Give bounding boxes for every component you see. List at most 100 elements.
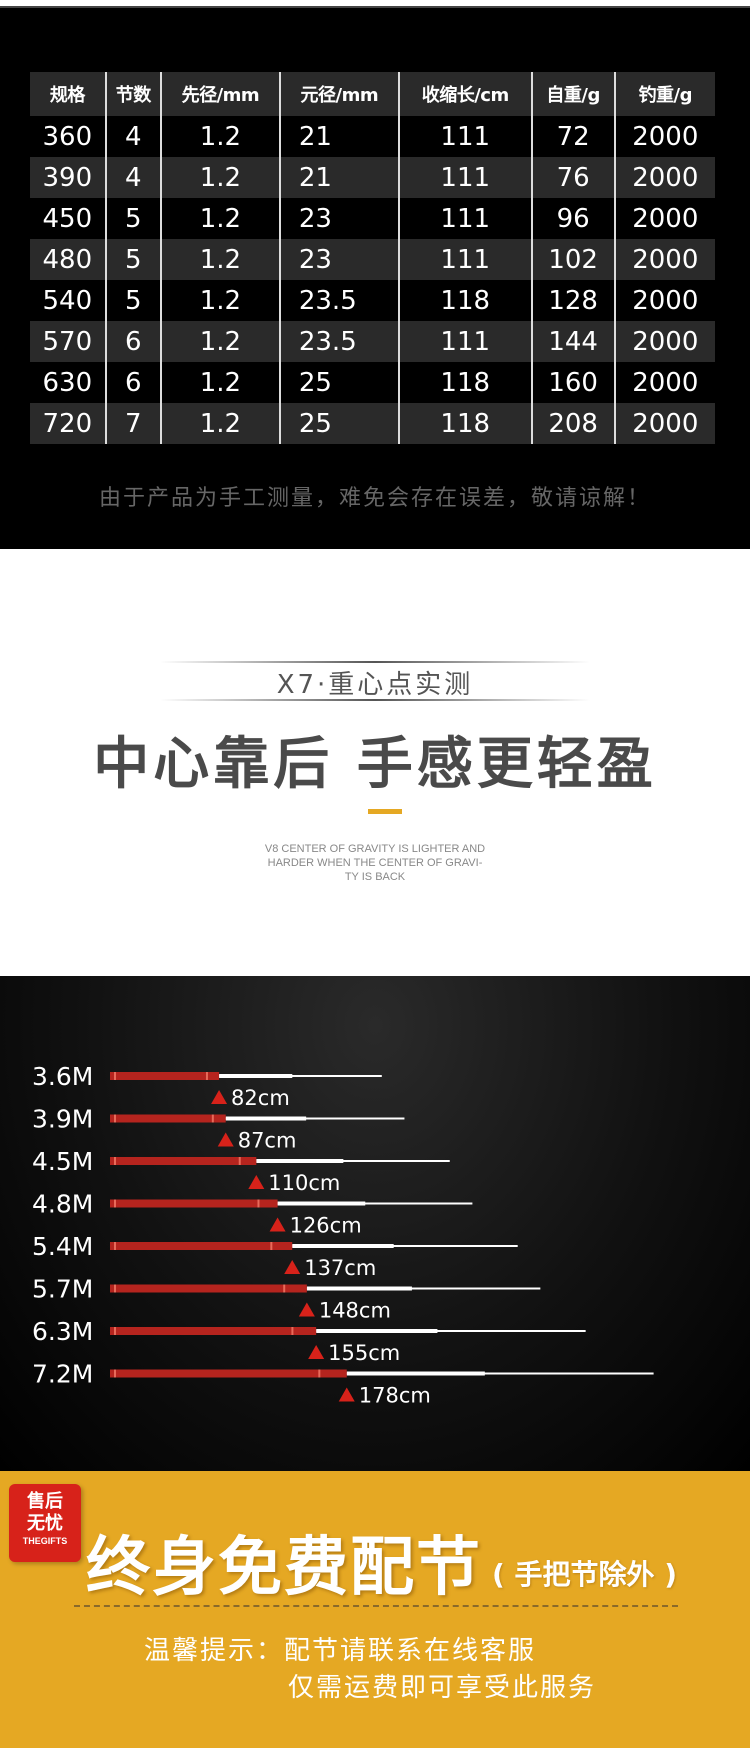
cg-marker-icon [248,1175,265,1189]
spec-row: 360 4 1.2 21 111 72 2000 [30,116,715,157]
service-tip: 温馨提示：配节请联系在线客服 [144,1636,537,1666]
rod-joint [291,1327,294,1335]
rod-joint [283,1284,286,1293]
rod-joint [238,1157,241,1165]
cg-marker-icon [284,1260,301,1274]
spec-cell: 72 [530,116,615,157]
spec-header-row: 规格 节数 先径/mm 元径/mm 收缩长/cm 自重/g 钓重/g [30,72,715,116]
cg-value-label: 126cm [290,1214,362,1238]
spec-row: 480 5 1.2 23 111 102 2000 [30,239,715,280]
dashed-divider [74,1605,678,1607]
rod-joint [114,1242,116,1250]
spec-row: 720 7 1.2 25 118 208 2000 [30,403,715,444]
measurement-note: 由于产品为手工测量，难免会存在误差，敬请谅解！ [98,486,651,511]
cg-marker-icon [338,1387,355,1402]
spec-cell: 23.5 [278,280,399,321]
spec-cell: 6 [104,321,161,362]
rod-joint [270,1242,273,1250]
spec-cell: 1.2 [159,321,280,362]
spec-row: 540 5 1.2 23.5 118 128 2000 [30,280,715,321]
rod-handle-section [110,1072,220,1080]
cg-value-label: 110cm [268,1171,340,1195]
spec-cell: 7 [104,403,161,444]
spec-header-cell: 元径/mm [278,72,399,116]
spec-cell: 118 [397,362,532,403]
badge-brand: THEGIFTS [22,1536,68,1546]
rod-handle-section [110,1369,347,1378]
spec-cell: 1.2 [159,280,280,321]
spec-cell: 2000 [613,362,715,403]
spec-header-cell: 钓重/g [613,72,715,116]
spec-cell: 1.2 [159,157,280,198]
spec-cell: 540 [30,280,106,321]
cog-english-line: V8 CENTER OF GRAVITY IS LIGHTER AND [264,843,486,855]
rod-length-label: 5.4M [32,1232,93,1261]
cg-value-label: 87cm [238,1129,297,1153]
rod-joint [257,1199,260,1208]
rod-balance-svg: 3.6M 82cm 3.9M 87cm 4.5M 110cm 4.8M 126cm 5.4M 13… [32,1062,654,1408]
spec-cell: 5 [104,198,161,239]
spec-cell: 25 [278,403,399,444]
spec-cell: 480 [30,239,106,280]
cog-english-line: TY IS BACK [344,871,406,883]
service-exception: ( 手把节除外 ) [492,1558,678,1591]
spec-cell: 2000 [613,198,715,239]
spec-cell: 2000 [613,280,715,321]
spec-row: 390 4 1.2 21 111 76 2000 [30,157,715,198]
spec-cell: 1.2 [159,116,280,157]
spec-row: 570 6 1.2 23.5 111 144 2000 [30,321,715,362]
cg-marker-icon [298,1302,315,1317]
rod-joint [114,1199,116,1208]
after-sales-badge: 售后 无忧 THEGIFTS [9,1484,81,1562]
spec-cell: 2000 [613,239,715,280]
spec-cell: 21 [278,116,399,157]
spec-header-cell: 自重/g [530,72,615,116]
accent-bar [368,809,402,814]
spec-header-cell: 先径/mm [159,72,280,116]
cg-value-label: 178cm [359,1384,431,1408]
spec-header-cell: 节数 [104,72,161,116]
spec-cell: 2000 [613,116,715,157]
spec-cell: 111 [397,321,532,362]
rod-balance-chart: 3.6M 82cm 3.9M 87cm 4.5M 110cm 4.8M 126cm 5.4M 13… [0,976,750,1471]
rod-handle-section [110,1114,226,1123]
rod-handle-section [110,1242,293,1250]
spec-cell: 21 [278,157,399,198]
spec-cell: 5 [104,280,161,321]
spec-cell: 76 [530,157,615,198]
spec-cell: 630 [30,362,106,403]
spec-cell: 1.2 [159,403,280,444]
spec-header-cell: 规格 [30,72,106,116]
spec-cell: 1.2 [159,239,280,280]
spec-cell: 720 [30,403,106,444]
spec-cell: 1.2 [159,362,280,403]
spec-cell: 360 [30,116,106,157]
spec-cell: 111 [397,239,532,280]
spec-cell: 96 [530,198,615,239]
spec-cell: 2000 [613,403,715,444]
spec-row: 630 6 1.2 25 118 160 2000 [30,362,715,403]
spec-cell: 570 [30,321,106,362]
rod-length-label: 7.2M [32,1360,93,1389]
rod-length-label: 3.6M [32,1062,93,1091]
rod-length-label: 6.3M [32,1317,93,1346]
spec-cell: 2000 [613,321,715,362]
cog-english-line: HARDER WHEN THE CENTER OF GRAVI- [267,857,483,869]
rod-handle-section [110,1157,257,1165]
spec-cell: 390 [30,157,106,198]
rod-length-label: 4.5M [32,1147,93,1176]
cg-value-label: 137cm [304,1256,376,1280]
spec-cell: 4 [104,157,161,198]
spec-cell: 6 [104,362,161,403]
spec-cell: 450 [30,198,106,239]
rod-joint [205,1072,208,1080]
spec-cell: 23 [278,239,399,280]
rod-length-label: 5.7M [32,1275,93,1304]
subtitle-top-rule [160,661,590,663]
spec-cell: 111 [397,198,532,239]
rod-joint [318,1369,321,1378]
spec-cell: 118 [397,280,532,321]
spec-table: 规格 节数 先径/mm 元径/mm 收缩长/cm 自重/g 钓重/g 360 4 1… [30,72,715,444]
spec-cell: 25 [278,362,399,403]
rod-joint [114,1284,116,1293]
